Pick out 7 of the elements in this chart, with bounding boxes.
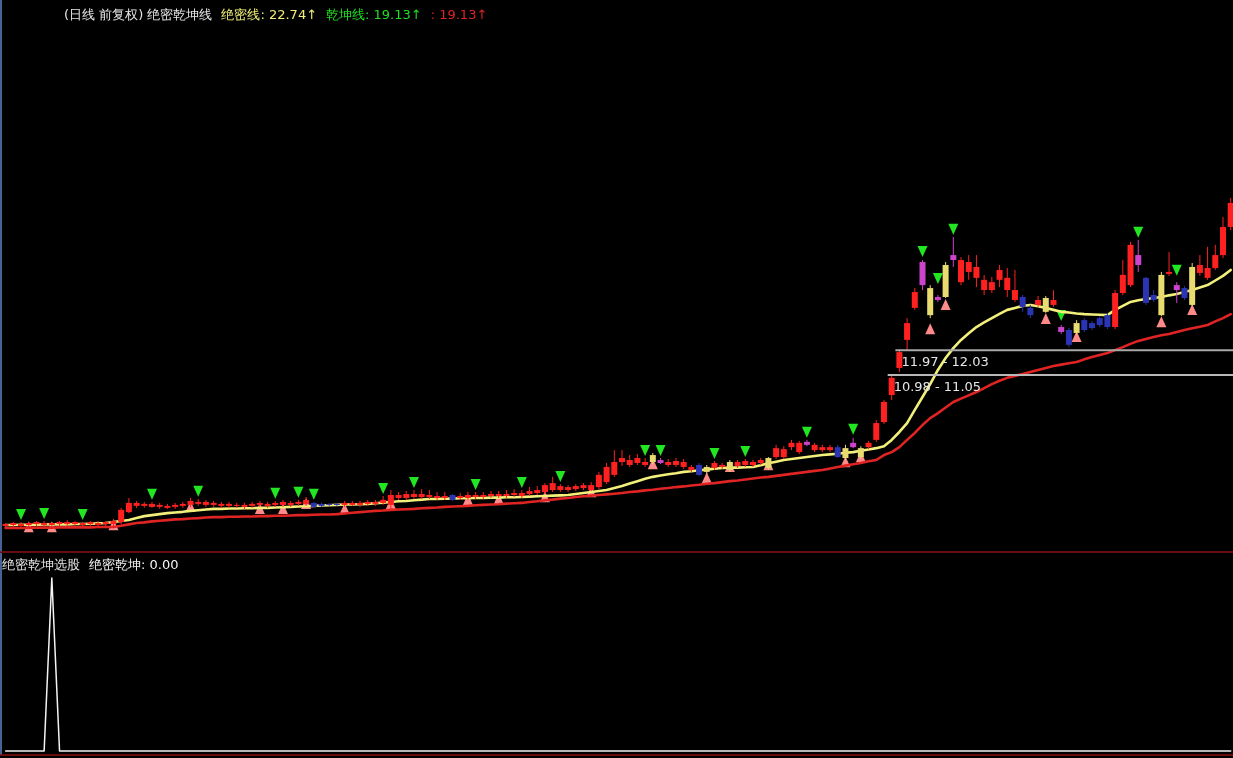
chart-title: (日线 前复权) 绝密乾坤线	[64, 7, 213, 22]
text: : 19.13↑	[430, 7, 488, 22]
text: 绝密线: 22.74↑	[221, 7, 318, 22]
chart-title: 绝密乾坤选股	[2, 557, 80, 572]
text: 绝密乾坤: 0.00	[89, 557, 179, 572]
annotation: 11.97 - 12.03	[901, 354, 989, 370]
legend-label: 乾坤线: 19.13↑	[326, 7, 422, 22]
